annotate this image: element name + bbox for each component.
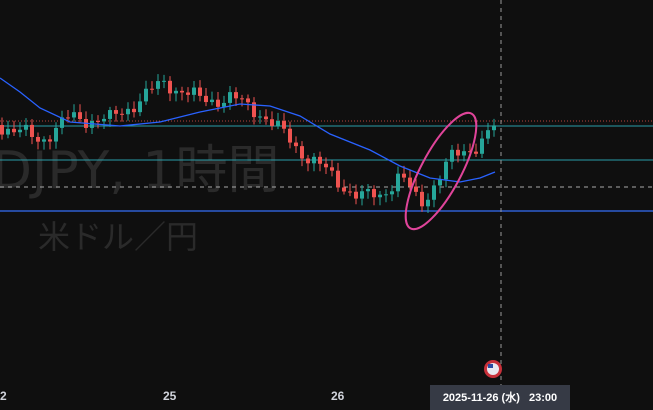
candle-body	[276, 120, 280, 126]
candle-body	[66, 117, 70, 119]
time-axis-label: 26	[331, 389, 345, 403]
candle-body	[258, 116, 262, 118]
candle-body	[378, 194, 382, 198]
candle-body	[384, 194, 388, 196]
candle-body	[342, 187, 346, 192]
candle-body	[492, 125, 496, 131]
candle-body	[300, 146, 304, 159]
candle-body	[402, 173, 406, 178]
candle-body	[174, 90, 178, 94]
candle-body	[120, 113, 124, 115]
candle-body	[396, 173, 400, 192]
time-axis-label: 2	[0, 389, 7, 403]
candle-body	[12, 128, 16, 133]
candle-body	[348, 191, 352, 193]
candle-body	[336, 170, 340, 188]
candle-body	[450, 149, 454, 162]
candle-body	[372, 189, 376, 198]
candle-body	[474, 151, 478, 154]
candle-body	[366, 189, 370, 192]
watermark-symbol: DJPY, 1時間	[0, 141, 280, 201]
candle-body	[408, 177, 412, 187]
candle-body	[318, 156, 322, 164]
candle-body	[150, 88, 154, 90]
candle-body	[426, 199, 430, 207]
candle-body	[264, 116, 268, 120]
candle-body	[456, 149, 460, 156]
candle-body	[324, 163, 328, 168]
candle-body	[354, 191, 358, 199]
event-icon-canton	[488, 364, 493, 368]
candle-body	[306, 158, 310, 164]
candle-body	[294, 142, 298, 147]
candle-body	[216, 99, 220, 107]
candle-body	[36, 136, 40, 142]
candle-body	[444, 161, 448, 180]
candle-body	[144, 88, 148, 102]
candle-body	[198, 87, 202, 96]
candle-body	[288, 128, 292, 143]
watermark-description: 米ドル／円	[38, 218, 198, 256]
crosshair-time-box	[430, 385, 570, 410]
candle-body	[24, 124, 28, 130]
candle-body	[138, 101, 142, 113]
candle-body	[48, 139, 52, 142]
candle-body	[312, 156, 316, 164]
candle-body	[60, 117, 64, 128]
candle-body	[126, 108, 130, 115]
candle-body	[180, 90, 184, 93]
candle-body	[246, 98, 250, 103]
candle-body	[0, 125, 4, 135]
candle-body	[114, 110, 118, 114]
candle-body	[480, 138, 484, 154]
moving-average	[0, 77, 496, 183]
candle-body	[360, 191, 364, 199]
candle-body	[192, 87, 196, 95]
candle-body	[240, 98, 244, 100]
candle-body	[462, 151, 466, 156]
candle-body	[168, 80, 172, 94]
candle-body	[438, 179, 442, 186]
candle-body	[132, 108, 136, 113]
candle-body	[54, 127, 58, 142]
candle-body	[282, 120, 286, 129]
candle-body	[486, 130, 490, 139]
candle-body	[108, 110, 112, 119]
time-axis-label: 25	[163, 389, 177, 403]
candle-body	[210, 99, 214, 103]
candle-body	[252, 102, 256, 118]
candle-body	[90, 121, 94, 128]
candle-body	[186, 92, 190, 95]
candle-body	[222, 102, 226, 107]
candle-body	[414, 186, 418, 192]
candle-body	[102, 118, 106, 122]
candle-body	[420, 191, 424, 207]
candle-body	[78, 112, 82, 120]
candle-body	[330, 167, 334, 171]
drawn-ellipse	[404, 111, 478, 231]
candle-body	[270, 119, 274, 126]
candle-body	[432, 185, 436, 200]
candle-body	[162, 80, 166, 82]
candle-body	[204, 95, 208, 103]
candle-body	[72, 112, 76, 118]
candle-body	[96, 121, 100, 123]
candle-body	[42, 139, 46, 142]
candle-body	[156, 81, 160, 89]
candle-body	[18, 129, 22, 133]
candle-body	[468, 151, 472, 153]
candle-body	[6, 128, 10, 135]
candle-body	[30, 124, 34, 137]
crosshair-time-label: 2025-11-26 (水) 23:00	[443, 390, 557, 404]
candle-body	[390, 191, 394, 195]
candle-body	[234, 92, 238, 99]
candle-body	[228, 92, 232, 103]
